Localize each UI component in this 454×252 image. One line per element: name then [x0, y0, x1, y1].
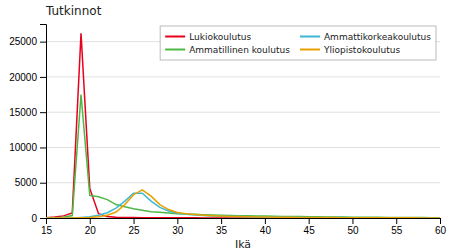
tick: 15000 [9, 107, 46, 118]
tick-mark [396, 218, 397, 224]
legend-item: Yliopistokoulutus [300, 45, 400, 55]
tick-mark [40, 42, 46, 43]
tick: 30 [172, 218, 184, 236]
legend-label: Ammatillinen koulutus [189, 45, 290, 55]
legend-item: Ammattikorkeakoulutus [300, 32, 431, 42]
tick-mark [40, 183, 46, 184]
legend-label: Lukiokoulutus [189, 32, 251, 42]
tick-label: 5000 [15, 177, 38, 188]
legend-label: Ammattikorkeakoulutus [324, 32, 431, 42]
tick: 35 [216, 218, 228, 236]
tick-label: 30 [172, 225, 184, 236]
grid [46, 42, 440, 218]
tick-label: 60 [435, 225, 447, 236]
tick-mark [352, 218, 353, 224]
tick-mark [440, 218, 441, 224]
tick: 40 [260, 218, 272, 236]
tick: 60 [435, 218, 447, 236]
legend-swatch [165, 49, 185, 51]
legend: Lukiokoulutus Ammatillinen koulutus Ammatt… [160, 26, 436, 60]
tick: 10000 [9, 142, 46, 153]
tick: 0 [31, 213, 46, 224]
series-line [46, 193, 440, 218]
tick: 15 [41, 218, 53, 236]
tick-label: 20 [85, 225, 97, 236]
tick: 25000 [9, 36, 46, 47]
tick: 45 [304, 218, 316, 236]
tick-mark [177, 218, 178, 224]
tick-mark [134, 218, 135, 224]
grid-line [46, 112, 440, 113]
tick-mark [40, 112, 46, 113]
tick-mark [221, 218, 222, 224]
axis-line [47, 219, 441, 225]
tick: 5000 [15, 177, 46, 188]
tick-mark [40, 147, 46, 148]
tick: 20 [85, 218, 97, 236]
x-axis-label: Ikä [235, 238, 251, 251]
tick-mark [90, 218, 91, 224]
tick: 25 [128, 218, 140, 236]
chart: 15 20 25 30 35 40 45 50 55 60 0 5000 10000 15000 20000… [0, 0, 454, 252]
legend-swatch [300, 49, 320, 51]
tick: 55 [391, 218, 403, 236]
tick-label: 15000 [9, 107, 37, 118]
tick-label: 35 [216, 225, 228, 236]
legend-swatch [300, 36, 320, 38]
tick-mark [309, 218, 310, 224]
series-line [46, 33, 440, 218]
tick-mark [40, 218, 46, 219]
title: Tutkinnot [45, 4, 102, 18]
tick-label: 0 [31, 213, 37, 224]
y-axis: 0 5000 10000 15000 20000 25000 [9, 25, 46, 224]
tick-label: 20000 [9, 72, 37, 83]
tick-label: 50 [347, 225, 359, 236]
series-line [46, 95, 440, 218]
plot: 15 20 25 30 35 40 45 50 55 60 0 5000 10000 15000 20000… [9, 25, 446, 237]
legend-item: Ammatillinen koulutus [165, 45, 290, 55]
grid-line [46, 147, 440, 148]
tick-label: 25 [128, 225, 140, 236]
tick-mark [40, 77, 46, 78]
grid-line [46, 182, 440, 183]
tick: 50 [347, 218, 359, 236]
tick-label: 55 [391, 225, 403, 236]
tick-label: 40 [260, 225, 272, 236]
tick-mark [265, 218, 266, 224]
legend-box [160, 26, 436, 60]
legend-item: Lukiokoulutus [165, 32, 251, 42]
legend-label: Yliopistokoulutus [323, 45, 400, 55]
tick-label: 45 [304, 225, 316, 236]
tick-label: 25000 [9, 36, 37, 47]
tick-label: 15 [41, 225, 53, 236]
tick: 20000 [9, 72, 46, 83]
tick-label: 10000 [9, 142, 37, 153]
x-axis: 15 20 25 30 35 40 45 50 55 60 [41, 218, 447, 236]
lines [46, 33, 440, 218]
axis-line [40, 25, 47, 219]
grid-line [46, 76, 440, 77]
series-line [46, 190, 440, 218]
legend-swatch [165, 36, 185, 38]
